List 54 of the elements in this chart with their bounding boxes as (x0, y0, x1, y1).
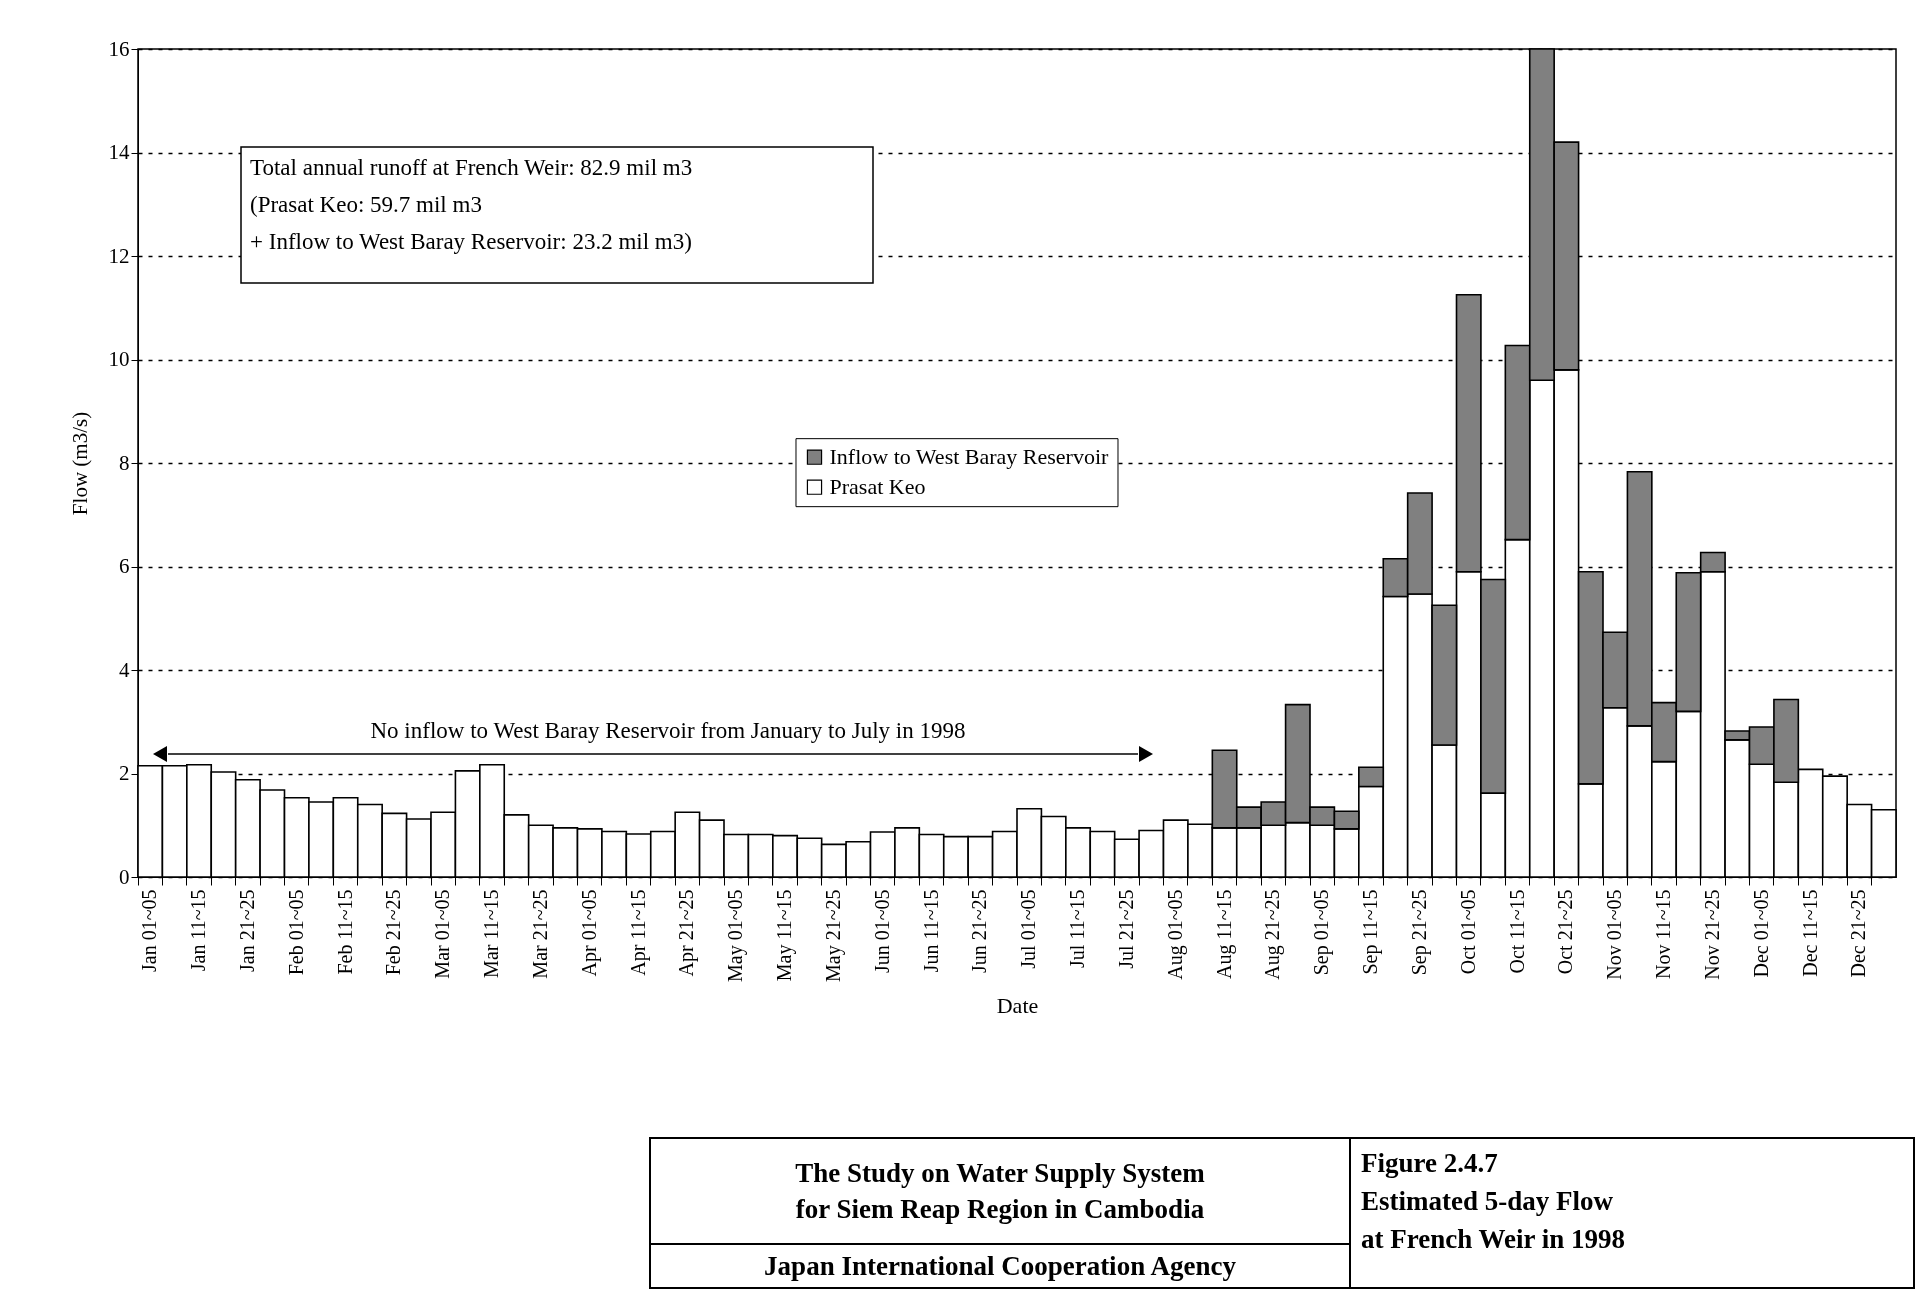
y-tick-label: 14 (108, 140, 130, 164)
x-tick-label: Oct 01~05 (1456, 889, 1479, 975)
x-tick-label: Oct 11~15 (1505, 889, 1528, 974)
x-tick-label: Sep 01~05 (1310, 889, 1334, 976)
y-tick-label: 6 (119, 554, 130, 578)
y-tick-label: 2 (119, 761, 130, 785)
x-tick-label: Feb 21~25 (382, 889, 405, 976)
x-tick-label: Jan 01~05 (138, 889, 161, 972)
x-tick-label: Apr 11~15 (626, 889, 650, 976)
x-tick-label: Feb 01~05 (284, 889, 307, 976)
x-tick-label: Sep 11~15 (1359, 889, 1383, 975)
y-tick-label: 0 (119, 864, 130, 889)
x-tick-label: Mar 01~05 (431, 889, 454, 979)
y-axis-title: Flow (m3/s) (67, 411, 92, 516)
x-tick-label: Oct 21~25 (1554, 889, 1577, 975)
annotation: Total annual runoff at French Weir: 82.9 mil m3 (Prasat Keo: 59.7 mil m3 + Inflow to West Baray Reservoir: 23.2 mil m3) (250, 155, 693, 254)
x-tick-label: Dec 01~05 (1749, 889, 1772, 978)
annotation: No inflow to West Baray Reservoir from January to July in 1998 (370, 718, 966, 743)
x-tick-label: Jun 11~15 (919, 889, 942, 973)
x-tick-label: Nov 11~15 (1652, 889, 1675, 980)
y-tick-label: 8 (119, 450, 130, 475)
x-tick-label: Apr 21~25 (675, 889, 699, 977)
x-tick-label: Jun 21~25 (968, 889, 991, 974)
legend-label: Prasat Keo (829, 474, 926, 500)
x-tick-label: Mar 11~15 (480, 889, 503, 978)
x-tick-label: May 21~25 (821, 889, 845, 982)
x-tick-label: Jul 01~05 (1017, 889, 1040, 969)
text: Japan International Cooperation Agency (763, 1249, 1237, 1283)
x-tick-label: May 11~15 (773, 889, 797, 982)
y-tick-label: 10 (108, 347, 130, 371)
x-tick-label: Apr 01~05 (577, 889, 601, 977)
x-tick-label: Sep 21~25 (1407, 889, 1431, 976)
x-tick-label: Aug 01~05 (1163, 889, 1187, 980)
x-tick-label: Dec 21~25 (1847, 889, 1870, 978)
x-tick-label: Aug 21~25 (1261, 889, 1285, 980)
legend-label: Inflow to West Baray Reservoir (829, 444, 1110, 470)
x-tick-label: May 01~05 (724, 889, 748, 982)
x-tick-label: Mar 21~25 (528, 889, 551, 979)
x-tick-label: Dec 11~15 (1798, 889, 1821, 977)
x-tick-label: Jan 11~15 (187, 889, 210, 972)
y-tick-label: 16 (108, 36, 130, 61)
y-tick-label: 12 (108, 243, 130, 268)
x-tick-label: Nov 21~25 (1700, 889, 1723, 980)
x-tick-label: Jul 21~25 (1114, 889, 1137, 969)
x-axis-title: Date (996, 992, 1039, 1018)
x-tick-label: Nov 01~05 (1603, 889, 1626, 980)
x-tick-label: Jan 21~25 (235, 889, 258, 972)
x-tick-label: Feb 11~15 (333, 889, 356, 975)
x-tick-label: Jun 01~05 (870, 889, 893, 974)
text: Figure 2.4.7 Estimated 5-day Flow at French Weir in 1998 (1360, 1147, 1626, 1256)
x-tick-label: Jul 11~15 (1066, 889, 1089, 968)
text: The Study on Water Supply System for Siem Reap Region in Cambodia (651, 1139, 1349, 1245)
x-tick-label: Aug 11~15 (1212, 889, 1236, 980)
y-tick-label: 4 (119, 657, 130, 682)
